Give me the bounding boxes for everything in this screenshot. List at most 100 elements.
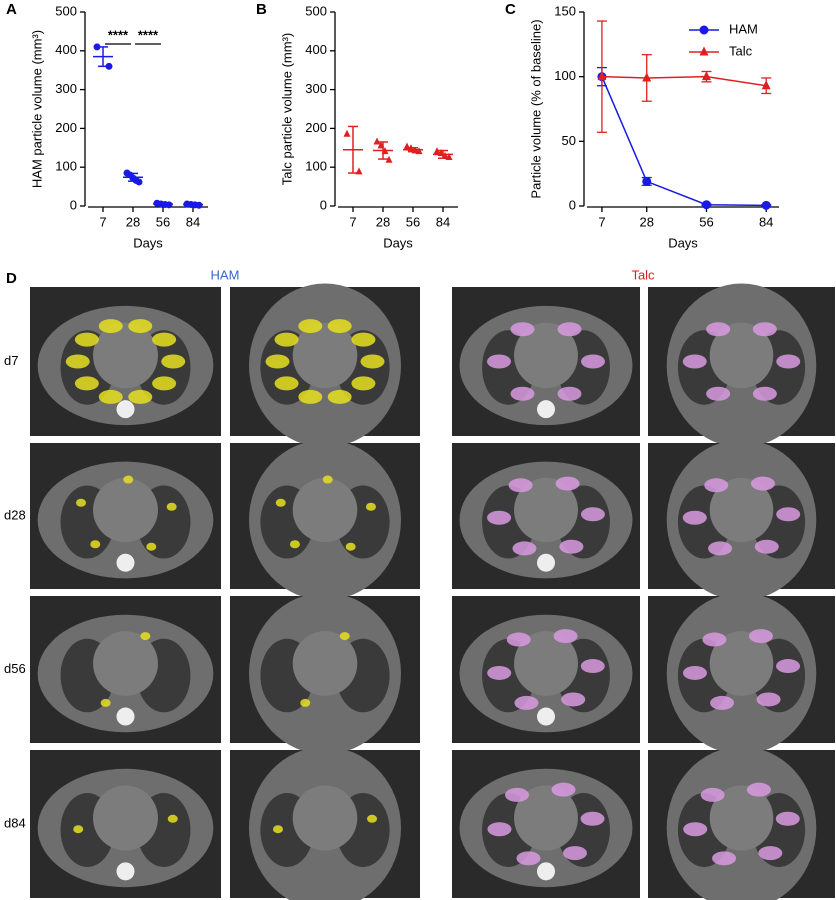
particle — [275, 498, 286, 507]
spine — [537, 553, 555, 572]
particle — [152, 376, 177, 391]
particle — [704, 478, 729, 493]
row-label: d7 — [4, 353, 18, 368]
significance-label: **** — [108, 27, 129, 42]
panel-label: D — [6, 270, 17, 287]
particle — [752, 386, 777, 401]
particle — [776, 507, 801, 522]
particle — [322, 475, 333, 484]
ct-image — [452, 287, 640, 436]
heart — [292, 322, 358, 389]
series-line — [601, 75, 767, 87]
y-tick-label: 300 — [305, 81, 327, 96]
x-tick-label: 7 — [99, 214, 106, 229]
particle — [90, 540, 101, 549]
particle — [775, 811, 800, 826]
row-label: d56 — [4, 661, 26, 676]
y-axis-label: Particle volume (% of baseline) — [528, 19, 543, 198]
particle — [73, 825, 84, 834]
y-tick-label: 500 — [55, 3, 77, 18]
particle — [351, 332, 376, 347]
particle — [580, 659, 605, 674]
ct-image — [30, 287, 221, 436]
ct-image — [30, 596, 221, 743]
particle — [563, 846, 588, 861]
particle — [510, 386, 535, 401]
x-axis-label: Days — [133, 235, 163, 250]
heart — [514, 785, 578, 851]
particle — [776, 659, 801, 674]
particle — [487, 822, 512, 837]
particle — [146, 542, 157, 551]
particle — [345, 542, 356, 551]
heart — [709, 322, 774, 389]
particle — [682, 354, 707, 369]
particle — [754, 539, 779, 554]
particle — [557, 386, 582, 401]
y-tick-label: 200 — [305, 120, 327, 135]
heart — [93, 631, 158, 696]
series-line — [601, 76, 767, 207]
particle — [289, 540, 300, 549]
ct-image — [452, 443, 640, 589]
marker — [377, 141, 385, 149]
y-tick-label: 400 — [55, 42, 77, 57]
legend-label: HAM — [729, 21, 758, 36]
heart — [709, 785, 774, 851]
y-axis-label: HAM particle volume (mm³) — [29, 30, 44, 188]
spine — [116, 553, 135, 572]
particle — [514, 695, 539, 710]
particle — [274, 332, 299, 347]
particle — [300, 698, 311, 707]
y-tick-label: 0 — [569, 197, 576, 212]
y-tick-label: 200 — [55, 120, 77, 135]
spine — [116, 707, 135, 726]
particle — [339, 632, 350, 641]
particle — [752, 322, 777, 337]
heart — [514, 477, 578, 543]
particle — [708, 541, 733, 556]
significance-label: **** — [138, 27, 159, 42]
y-tick-label: 100 — [55, 159, 77, 174]
x-tick-label: 84 — [436, 214, 450, 229]
particle — [100, 698, 111, 707]
heart — [93, 322, 158, 389]
y-tick-label: 400 — [305, 42, 327, 57]
spine — [537, 862, 555, 881]
particle — [327, 319, 352, 334]
particle — [710, 695, 735, 710]
panel-label: C — [505, 1, 516, 18]
spine — [116, 400, 135, 419]
ct-image — [648, 439, 835, 601]
row-label: d28 — [4, 507, 26, 522]
x-tick-label: 56 — [699, 214, 713, 229]
particle — [682, 510, 707, 525]
marker — [105, 62, 113, 70]
heart — [93, 477, 158, 543]
x-axis-label: Days — [383, 235, 413, 250]
particle — [298, 319, 323, 334]
particle — [706, 386, 731, 401]
particle — [776, 354, 801, 369]
particle — [65, 354, 90, 369]
particle — [274, 376, 299, 391]
particle — [161, 354, 186, 369]
marker — [411, 146, 419, 154]
panel-label: B — [256, 1, 267, 18]
marker — [441, 151, 449, 159]
particle — [128, 319, 153, 334]
particle — [512, 541, 537, 556]
heart — [709, 631, 774, 696]
ct-image — [230, 283, 420, 448]
particle — [487, 665, 512, 680]
particle — [559, 539, 584, 554]
column-header: Talc — [631, 267, 655, 282]
particle — [557, 322, 582, 337]
particle — [98, 389, 123, 404]
marker — [415, 147, 423, 155]
particle — [702, 632, 727, 647]
marker — [642, 176, 652, 186]
heart — [514, 322, 578, 389]
particle — [551, 782, 576, 797]
